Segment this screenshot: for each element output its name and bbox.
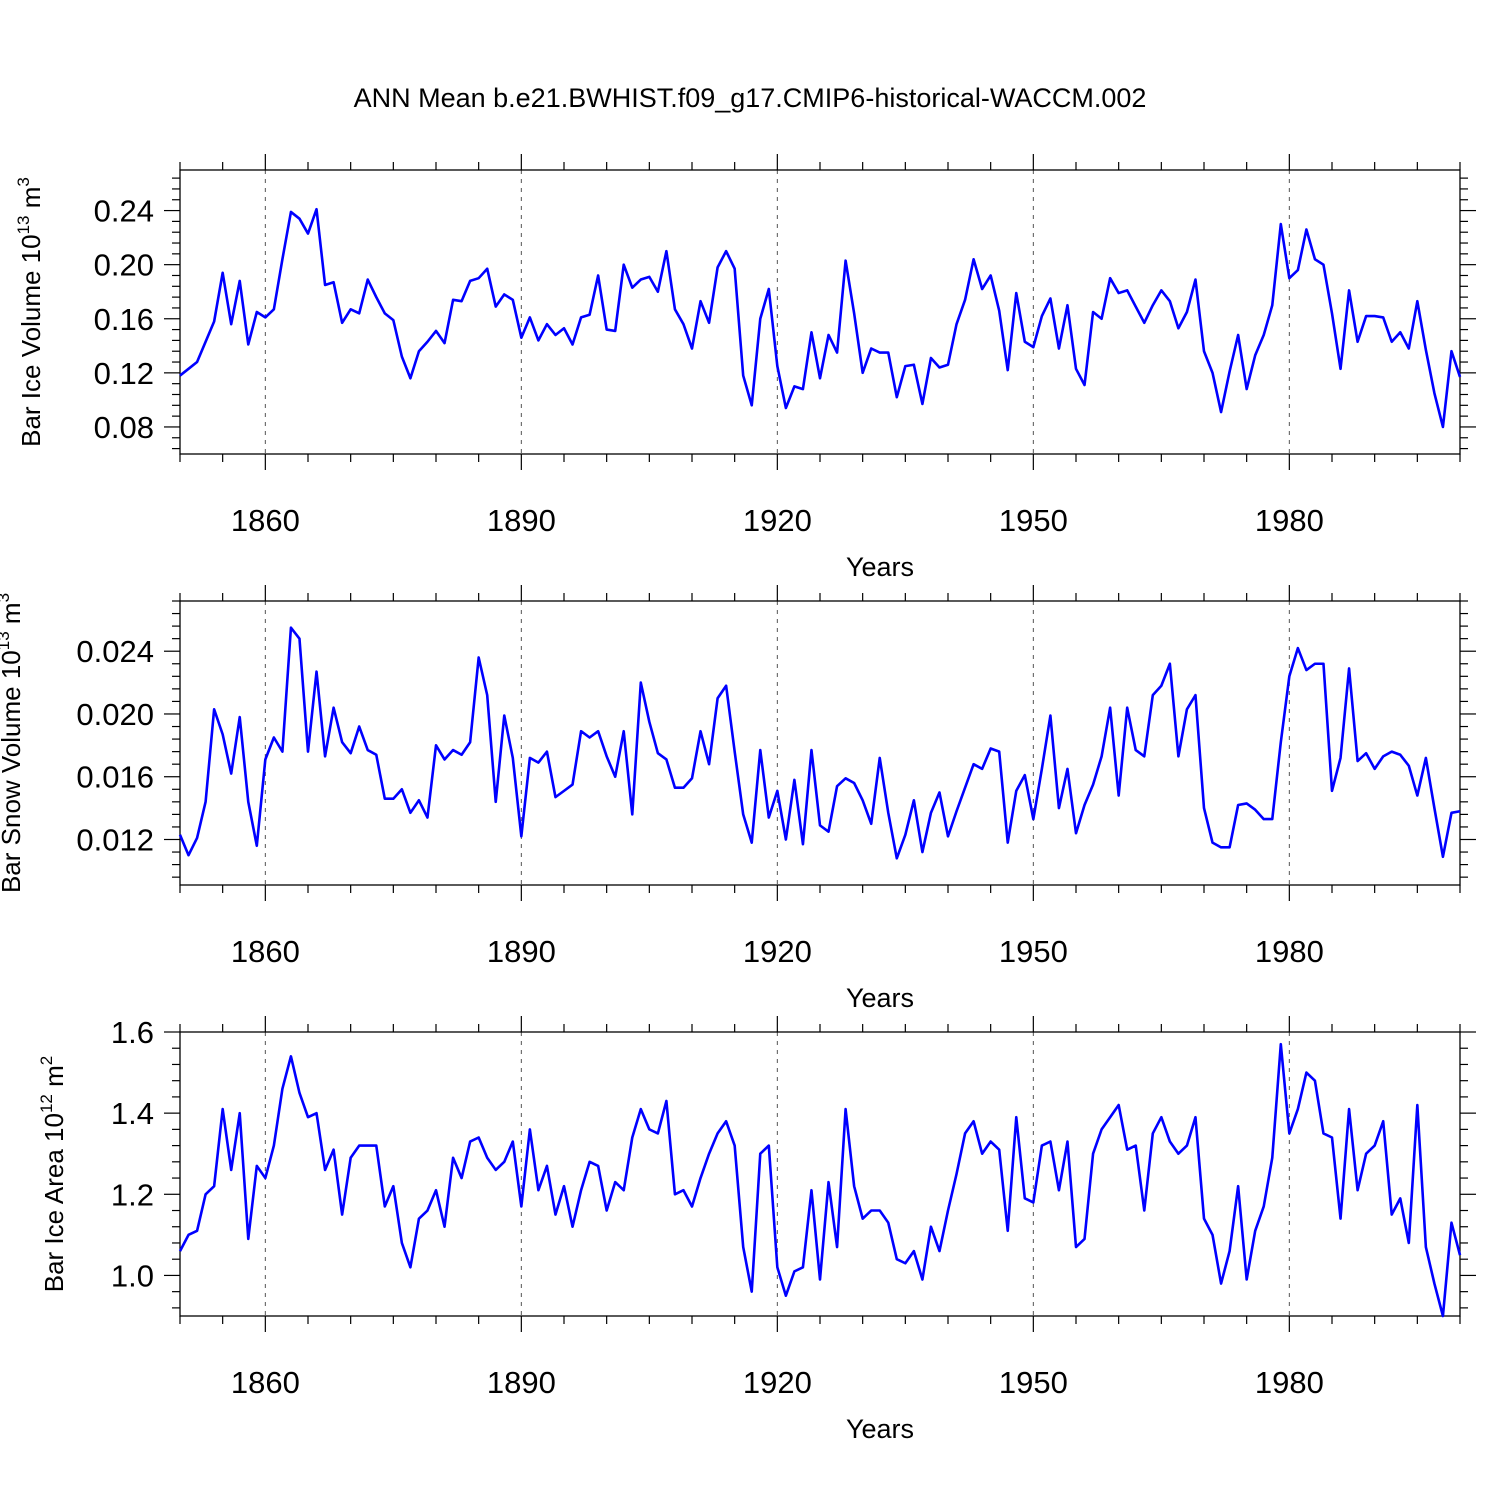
y-axis-label-unit: m bbox=[16, 187, 46, 216]
y-axis-label: Bar Ice Volume 1013 m3 bbox=[14, 177, 46, 447]
x-tick-label: 1860 bbox=[231, 934, 300, 969]
y-tick-label: 1.6 bbox=[111, 1015, 154, 1050]
x-tick-label: 1980 bbox=[1255, 1365, 1324, 1400]
y-tick-label: 0.012 bbox=[76, 822, 154, 857]
data-series-line bbox=[179, 207, 1462, 429]
y-tick-label: 1.2 bbox=[111, 1177, 154, 1212]
y-axis-label-exponent: 13 bbox=[0, 631, 13, 650]
y-axis-label-text: Bar Snow Volume 10 bbox=[0, 650, 26, 893]
x-tick-label: 1920 bbox=[743, 1365, 812, 1400]
x-tick-label: 1950 bbox=[999, 1365, 1068, 1400]
ice-area-panel: 1.0 1.2 1.4 1.6 1860 1890 1920 1950 1980 Years Bar… bbox=[37, 1015, 1476, 1444]
y-axis-label-unit: m bbox=[0, 602, 26, 631]
y-axis-label: Bar Ice Area 1012 m2 bbox=[37, 1056, 69, 1293]
plot-frame bbox=[179, 600, 1461, 886]
y-tick-label: 1.4 bbox=[111, 1096, 154, 1131]
y-tick-label: 0.16 bbox=[94, 302, 154, 337]
x-tick-label: 1980 bbox=[1255, 503, 1324, 538]
y-axis-label: Bar Snow Volume 1013 m3 bbox=[0, 593, 26, 893]
y-axis-label-text: Bar Ice Volume 10 bbox=[16, 234, 46, 446]
data-series-line bbox=[178, 626, 1461, 860]
y-axis-label-exponent: 13 bbox=[14, 215, 33, 234]
y-tick-label: 0.24 bbox=[94, 194, 154, 229]
x-axis-label: Years bbox=[846, 983, 914, 1013]
x-tick-label: 1860 bbox=[231, 503, 300, 538]
x-tick-label: 1890 bbox=[487, 503, 556, 538]
y-axis-label-unit-exponent: 3 bbox=[0, 593, 13, 602]
x-tick-label: 1890 bbox=[487, 1365, 556, 1400]
chart-title: ANN Mean b.e21.BWHIST.f09_g17.CMIP6-hist… bbox=[354, 83, 1147, 113]
x-tick-label: 1950 bbox=[999, 934, 1068, 969]
data-series-line bbox=[178, 1042, 1462, 1318]
y-tick-label: 0.08 bbox=[94, 410, 154, 445]
y-tick-label: 0.12 bbox=[94, 356, 154, 391]
y-tick-label: 0.024 bbox=[76, 634, 154, 669]
y-axis-label-unit: m bbox=[39, 1065, 69, 1094]
y-tick-label: 0.20 bbox=[94, 248, 154, 283]
plot-frame bbox=[179, 169, 1461, 455]
x-tick-label: 1980 bbox=[1255, 934, 1324, 969]
x-tick-label: 1920 bbox=[743, 934, 812, 969]
ice-volume-panel: 0.08 0.12 0.16 0.20 0.24 1860 1890 1920 1950 1980… bbox=[14, 154, 1476, 582]
x-axis-label: Years bbox=[846, 552, 914, 582]
y-axis-label-unit-exponent: 2 bbox=[37, 1056, 56, 1065]
y-axis-label-exponent: 12 bbox=[37, 1094, 56, 1113]
y-axis-label-text: Bar Ice Area 10 bbox=[39, 1113, 69, 1292]
x-tick-label: 1950 bbox=[999, 503, 1068, 538]
y-tick-label: 1.0 bbox=[111, 1258, 154, 1293]
y-tick-label: 0.020 bbox=[76, 697, 154, 732]
x-tick-label: 1860 bbox=[231, 1365, 300, 1400]
y-axis-label-unit-exponent: 3 bbox=[14, 177, 33, 186]
snow-volume-panel: 0.012 0.016 0.020 0.024 1860 1890 1920 1950 1980… bbox=[0, 585, 1476, 1013]
y-tick-label: 0.016 bbox=[76, 760, 154, 795]
x-tick-label: 1920 bbox=[743, 503, 812, 538]
x-tick-label: 1890 bbox=[487, 934, 556, 969]
x-axis-label: Years bbox=[846, 1414, 914, 1444]
